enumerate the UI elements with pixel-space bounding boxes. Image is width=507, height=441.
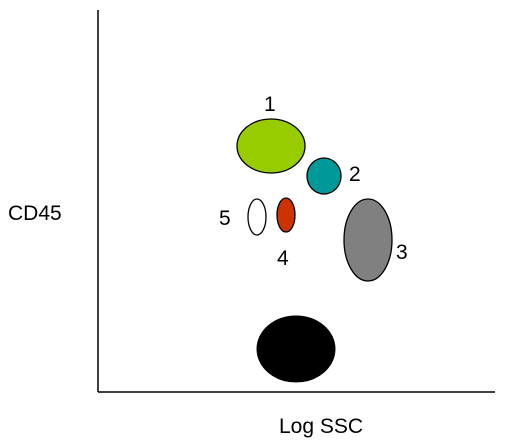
population-5-label: 5 xyxy=(219,207,231,230)
population-1-ellipse xyxy=(236,118,306,174)
population-3-label: 3 xyxy=(396,241,408,264)
population-5-ellipse xyxy=(247,198,267,236)
population-4-label: 4 xyxy=(277,247,289,270)
population-2-label: 2 xyxy=(349,163,361,186)
population-debris-ellipse xyxy=(256,315,336,383)
population-4-ellipse xyxy=(276,197,296,233)
population-1-label: 1 xyxy=(264,93,276,116)
y-axis-label: CD45 xyxy=(8,202,62,225)
population-3-ellipse xyxy=(343,198,393,282)
population-2-ellipse xyxy=(306,157,342,195)
x-axis-label: Log SSC xyxy=(279,415,363,438)
